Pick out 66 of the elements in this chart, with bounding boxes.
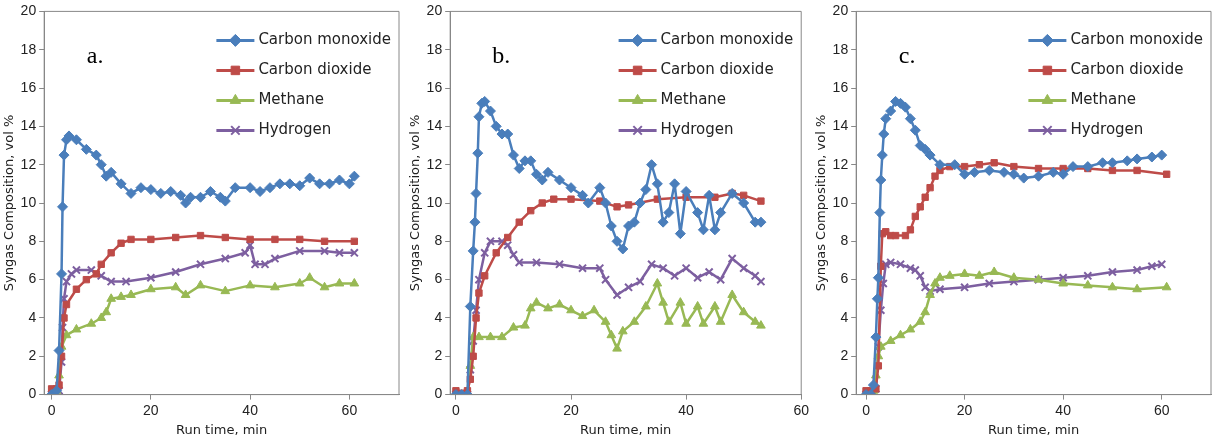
y-axis-title: Syngas Composition, vol % <box>1 114 17 292</box>
y-tick-label: 8 <box>434 232 443 249</box>
y-tick-label: 16 <box>426 78 443 95</box>
y-tick-label: 4 <box>840 308 849 325</box>
y-tick-label: 18 <box>20 40 37 57</box>
x-tick-label: 20 <box>143 401 159 418</box>
x-tick-label: 0 <box>862 401 871 418</box>
y-tick-label: 14 <box>426 117 443 134</box>
y-tick-label: 20 <box>20 2 37 19</box>
y-tick-label: 16 <box>832 78 849 95</box>
x-tick-label: 40 <box>1055 401 1072 418</box>
legend-label: Carbon monoxide <box>258 30 392 49</box>
x-tick-label: 0 <box>452 401 461 418</box>
x-axis-title: Run time, min <box>175 421 268 437</box>
x-axis-title: Run time, min <box>580 421 672 437</box>
y-tick-label: 10 <box>426 193 443 210</box>
legend-label: Carbon monoxide <box>660 30 794 49</box>
y-tick-label: 6 <box>840 270 849 287</box>
y-tick-label: 0 <box>840 385 849 402</box>
y-tick-label: 10 <box>832 193 849 210</box>
y-axis-title: Syngas Composition, vol % <box>407 114 423 292</box>
y-tick-label: 0 <box>28 385 37 402</box>
legend-label: Carbon dioxide <box>660 60 774 79</box>
x-tick-label: 60 <box>1153 401 1170 418</box>
y-tick-label: 2 <box>28 347 37 364</box>
y-tick-label: 6 <box>434 270 443 287</box>
y-tick-label: 18 <box>832 40 849 57</box>
annotation: a. <box>86 42 104 69</box>
y-tick-label: 18 <box>426 40 443 57</box>
y-tick-label: 8 <box>28 232 37 249</box>
x-axis-title: Run time, min <box>987 421 1080 437</box>
y-tick-label: 10 <box>20 193 37 210</box>
legend-label: Carbon monoxide <box>1070 30 1204 49</box>
legend-label: Hydrogen <box>1070 120 1144 139</box>
annotation: b. <box>492 42 511 69</box>
y-tick-label: 16 <box>20 78 37 95</box>
y-tick-label: 12 <box>20 155 37 172</box>
legend-label: Methane <box>1070 90 1136 109</box>
y-axis-title: Syngas Composition, vol % <box>813 114 829 292</box>
y-tick-label: 14 <box>20 117 37 134</box>
x-tick-label: 20 <box>956 401 973 418</box>
x-tick-label: 60 <box>341 401 358 418</box>
x-tick-label: 40 <box>678 401 695 418</box>
y-tick-label: 4 <box>28 308 37 325</box>
y-tick-label: 12 <box>426 155 443 172</box>
legend-label: Carbon dioxide <box>1070 60 1184 79</box>
legend-label: Hydrogen <box>258 120 332 139</box>
legend-label: Hydrogen <box>660 120 734 139</box>
legend-label: Methane <box>258 90 324 109</box>
y-tick-label: 12 <box>832 155 849 172</box>
x-tick-label: 40 <box>242 401 259 418</box>
y-tick-label: 2 <box>840 347 849 364</box>
y-tick-label: 14 <box>832 117 849 134</box>
y-tick-label: 0 <box>434 385 443 402</box>
x-tick-label: 20 <box>563 401 580 418</box>
legend-label: Carbon dioxide <box>258 60 372 79</box>
y-tick-label: 8 <box>840 232 849 249</box>
legend-label: Methane <box>660 90 727 109</box>
x-tick-label: 0 <box>47 401 56 418</box>
y-tick-label: 4 <box>434 308 443 325</box>
y-tick-label: 6 <box>28 270 37 287</box>
y-tick-label: 20 <box>426 2 443 19</box>
annotation: c. <box>898 42 916 69</box>
y-tick-label: 20 <box>832 2 849 19</box>
x-tick-label: 60 <box>793 401 810 418</box>
y-tick-label: 2 <box>434 347 443 364</box>
